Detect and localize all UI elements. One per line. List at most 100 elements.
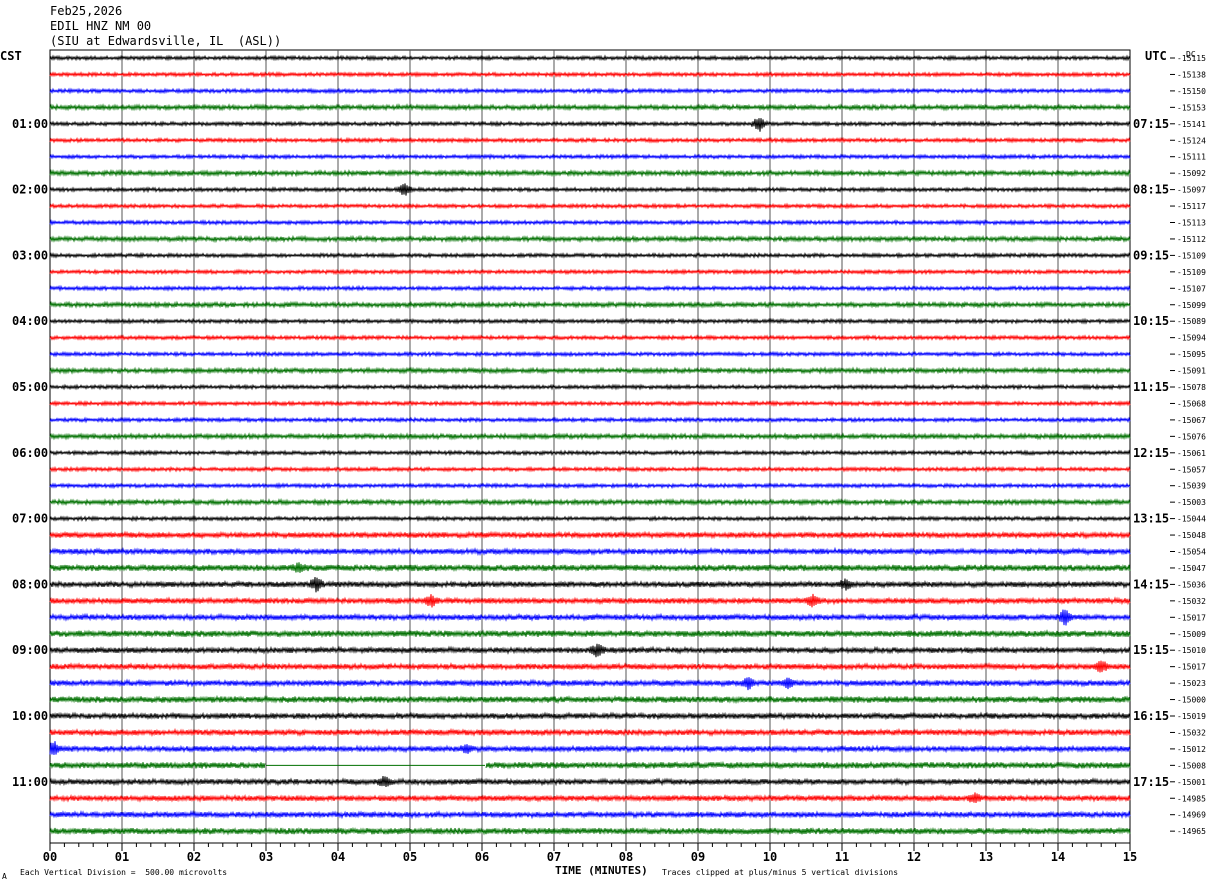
dc-offset-label: -15008 [1177,761,1206,770]
dc-offset-label: -15094 [1177,334,1206,343]
trace-line-41 [49,711,1131,721]
dc-offset-label: -15111 [1177,153,1206,162]
trace-line-35 [49,609,1131,626]
dc-offset-label: -15061 [1177,449,1206,458]
right-timezone-label: UTC [1145,49,1167,63]
trace-line-9 [49,183,1131,196]
dc-offset-label: -15036 [1177,580,1206,589]
plot-frame [49,49,1131,844]
trace-line-24 [49,432,1131,441]
trace-line-8 [49,168,1131,178]
trace-line-44 [49,760,1131,770]
x-tick-label: 13 [979,850,993,864]
dc-offset-label: -15019 [1177,712,1206,721]
trace-line-28 [49,497,1131,507]
trace-line-19 [49,350,1131,358]
trace-line-48 [49,826,1131,836]
trace-line-47 [49,810,1131,820]
left-time-label: 08:00 [12,577,48,591]
dc-offset-label: -15141 [1177,120,1206,129]
x-tick-label: 10 [763,850,777,864]
dc-offset-label: -15000 [1177,696,1206,705]
right-time-label: 09:15 [1133,248,1169,262]
trace-line-16 [49,300,1131,309]
trace-line-12 [49,234,1131,244]
x-tick-label: 15 [1123,850,1137,864]
right-time-label: 16:15 [1133,709,1169,723]
x-tick-label: 05 [403,850,417,864]
trace-line-15 [49,284,1131,292]
x-tick-label: 01 [115,850,129,864]
right-time-label: 12:15 [1133,446,1169,460]
x-tick-label: 14 [1051,850,1065,864]
trace-line-29 [49,515,1131,523]
trace-line-30 [49,530,1131,540]
trace-line-46 [49,792,1131,803]
scale-note: Each Vertical Division = 500.00 microvol… [20,868,228,877]
trace-line-7 [49,153,1131,161]
dc-offset-label: -15109 [1177,268,1206,277]
left-time-label: 10:00 [12,709,48,723]
dc-offset-label: -15001 [1177,778,1206,787]
dc-offset-label: -15076 [1177,432,1206,441]
dc-offset-label: -15097 [1177,186,1206,195]
trace-line-45 [49,775,1131,787]
x-tick-label: 11 [835,850,849,864]
x-tick-label: 04 [331,850,345,864]
dc-offset-label: -15057 [1177,465,1206,474]
dc-offset-label: -15109 [1177,251,1206,260]
right-time-label: 11:15 [1133,380,1169,394]
trace-line-6 [49,136,1131,144]
dc-label: DC [1186,50,1196,59]
dc-offset-label: -15150 [1177,87,1206,96]
right-time-label: 10:15 [1133,314,1169,328]
dc-offset-label: -15117 [1177,202,1206,211]
trace-line-3 [49,87,1131,95]
dc-offset-label: -15039 [1177,482,1206,491]
dc-offset-label: -15078 [1177,383,1206,392]
trace-line-40 [49,694,1131,705]
trace-line-17 [49,317,1131,325]
x-tick-label: 06 [475,850,489,864]
dc-offset-label: -15012 [1177,745,1206,754]
trace-line-33 [49,576,1131,593]
dc-offset-label: -14985 [1177,794,1206,803]
trace-line-31 [49,546,1131,557]
dc-offset-label: -15099 [1177,301,1206,310]
left-time-label: 01:00 [12,117,48,131]
trace-line-14 [49,268,1131,276]
trace-line-36 [49,629,1131,639]
dc-offset-label: -15047 [1177,564,1206,573]
trace-line-1 [49,54,1131,62]
x-tick-label: 09 [691,850,705,864]
dc-offset-label: -14969 [1177,811,1206,820]
dc-offset-label: -15113 [1177,219,1206,228]
dc-offset-label: -15009 [1177,630,1206,639]
header-date: Feb25,2026 [50,4,123,18]
left-time-label: 02:00 [12,183,48,197]
dc-offset-label: -15107 [1177,284,1206,293]
dc-offset-label: -15153 [1177,103,1206,112]
trace-line-32 [49,562,1131,573]
dc-offset-label: -15054 [1177,548,1206,557]
dc-offset-label: -15044 [1177,515,1206,524]
dc-offset-label: -15023 [1177,679,1206,688]
left-time-label: 09:00 [12,643,48,657]
trace-line-21 [49,383,1131,391]
trace-line-2 [49,70,1131,78]
dc-offset-label: -15017 [1177,613,1206,622]
dc-offset-label: -15010 [1177,646,1206,655]
left-time-label: 11:00 [12,775,48,789]
left-time-label: 03:00 [12,248,48,262]
x-tick-label: 03 [259,850,273,864]
dc-offset-label: -15067 [1177,416,1206,425]
right-time-label: 15:15 [1133,643,1169,657]
x-tick-label: 07 [547,850,561,864]
right-time-label: 14:15 [1133,577,1169,591]
trace-line-39 [49,677,1131,691]
left-time-label: 07:00 [12,512,48,526]
x-tick-label: 02 [187,850,201,864]
left-timezone-label: CST [0,49,22,63]
left-time-label: 06:00 [12,446,48,460]
